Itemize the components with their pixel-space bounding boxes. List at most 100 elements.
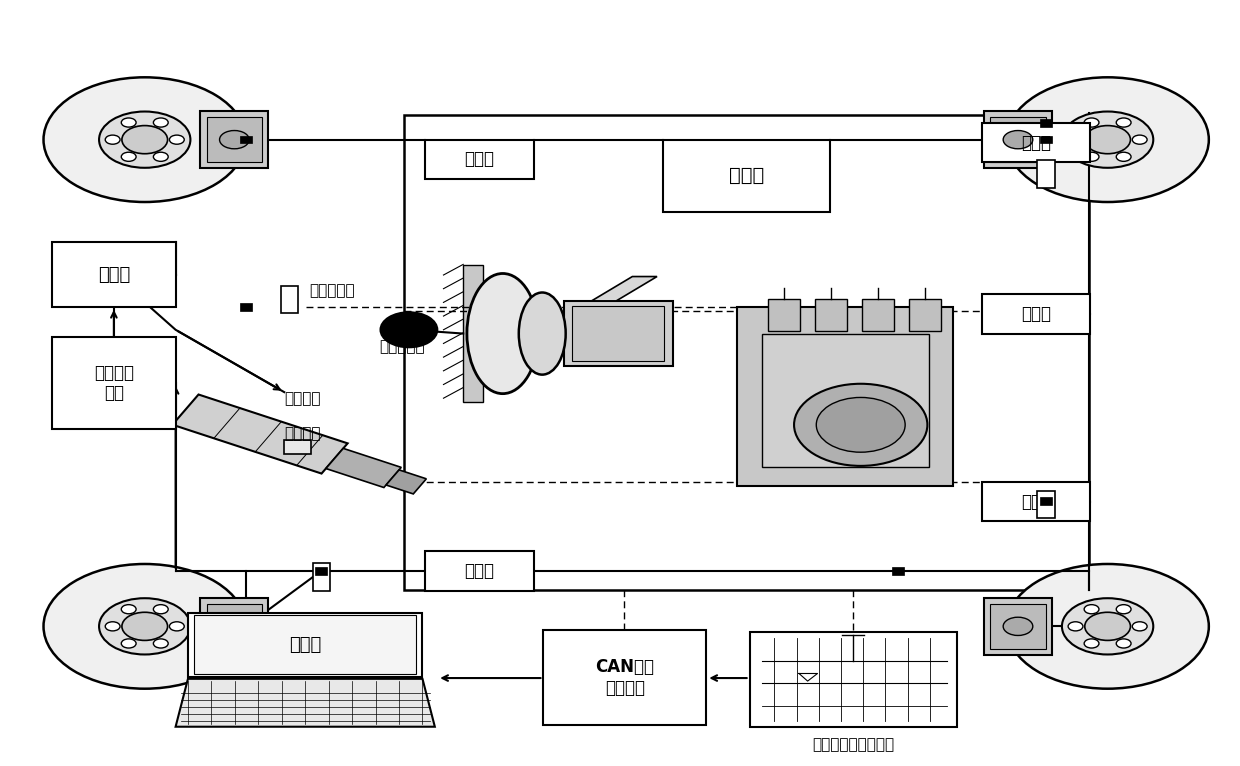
- FancyBboxPatch shape: [985, 111, 1052, 169]
- Circle shape: [219, 617, 249, 636]
- Circle shape: [1085, 612, 1131, 640]
- Circle shape: [816, 398, 905, 452]
- FancyBboxPatch shape: [207, 117, 262, 162]
- FancyBboxPatch shape: [738, 307, 954, 486]
- FancyBboxPatch shape: [52, 242, 176, 307]
- Circle shape: [1132, 622, 1147, 631]
- FancyBboxPatch shape: [982, 482, 1090, 522]
- Text: 压力传感器: 压力传感器: [309, 283, 355, 298]
- Circle shape: [1116, 604, 1131, 614]
- Circle shape: [43, 77, 246, 202]
- FancyBboxPatch shape: [195, 615, 417, 674]
- FancyBboxPatch shape: [52, 337, 176, 429]
- Text: CAN信号
采集系统: CAN信号 采集系统: [595, 658, 655, 697]
- Circle shape: [1068, 135, 1083, 144]
- Circle shape: [122, 612, 167, 640]
- FancyBboxPatch shape: [991, 117, 1045, 162]
- Circle shape: [794, 384, 928, 466]
- FancyBboxPatch shape: [239, 303, 252, 311]
- Ellipse shape: [467, 273, 538, 394]
- FancyBboxPatch shape: [663, 139, 830, 212]
- Ellipse shape: [518, 293, 565, 375]
- Circle shape: [154, 604, 169, 614]
- FancyBboxPatch shape: [207, 604, 262, 649]
- Polygon shape: [172, 394, 347, 473]
- Text: 角度传感器: 角度传感器: [379, 339, 425, 354]
- Circle shape: [1007, 564, 1209, 689]
- FancyBboxPatch shape: [1037, 491, 1054, 519]
- Text: 节流阀: 节流阀: [464, 150, 495, 169]
- Text: 节流阀: 节流阀: [1021, 134, 1052, 152]
- FancyBboxPatch shape: [315, 567, 327, 574]
- Text: 传感器信号采集电路: 传感器信号采集电路: [812, 738, 894, 752]
- Polygon shape: [176, 679, 435, 727]
- FancyBboxPatch shape: [1039, 119, 1052, 126]
- FancyBboxPatch shape: [1037, 160, 1054, 188]
- Circle shape: [105, 135, 120, 144]
- Polygon shape: [326, 448, 402, 487]
- FancyBboxPatch shape: [239, 136, 252, 143]
- FancyBboxPatch shape: [761, 333, 929, 466]
- Text: 节流阀: 节流阀: [1021, 493, 1052, 511]
- Circle shape: [1084, 604, 1099, 614]
- Circle shape: [43, 564, 246, 689]
- Circle shape: [1068, 622, 1083, 631]
- Circle shape: [122, 604, 136, 614]
- Circle shape: [99, 598, 191, 654]
- Polygon shape: [386, 470, 427, 494]
- Circle shape: [1085, 126, 1131, 154]
- FancyBboxPatch shape: [815, 300, 847, 331]
- FancyBboxPatch shape: [1039, 497, 1052, 505]
- FancyBboxPatch shape: [862, 300, 894, 331]
- FancyBboxPatch shape: [985, 597, 1052, 655]
- FancyBboxPatch shape: [1039, 136, 1052, 143]
- Circle shape: [1116, 639, 1131, 648]
- Text: 节流阀: 节流阀: [464, 561, 495, 580]
- FancyBboxPatch shape: [982, 294, 1090, 333]
- FancyBboxPatch shape: [201, 597, 268, 655]
- Circle shape: [1084, 639, 1099, 648]
- Circle shape: [1116, 152, 1131, 162]
- Circle shape: [122, 152, 136, 162]
- Text: 力传感器: 力传感器: [284, 427, 321, 441]
- Text: 驱动器: 驱动器: [98, 266, 130, 283]
- Text: 节流阀: 节流阀: [1021, 305, 1052, 322]
- FancyBboxPatch shape: [543, 630, 707, 725]
- FancyBboxPatch shape: [564, 301, 673, 365]
- Text: 伺服电缸: 伺服电缸: [284, 391, 321, 406]
- Circle shape: [1061, 598, 1153, 654]
- Circle shape: [1132, 135, 1147, 144]
- Circle shape: [1003, 130, 1033, 149]
- Circle shape: [1007, 77, 1209, 202]
- FancyBboxPatch shape: [312, 563, 330, 591]
- FancyBboxPatch shape: [284, 440, 311, 453]
- FancyBboxPatch shape: [425, 551, 533, 591]
- Circle shape: [154, 118, 169, 127]
- FancyBboxPatch shape: [425, 139, 533, 179]
- Circle shape: [170, 622, 185, 631]
- FancyBboxPatch shape: [572, 306, 665, 361]
- Polygon shape: [591, 277, 657, 301]
- Text: 真空泵: 真空泵: [729, 166, 764, 185]
- Circle shape: [154, 639, 169, 648]
- FancyBboxPatch shape: [909, 300, 941, 331]
- Circle shape: [1084, 152, 1099, 162]
- Circle shape: [170, 135, 185, 144]
- FancyBboxPatch shape: [201, 111, 268, 169]
- Circle shape: [122, 118, 136, 127]
- Text: 上位机: 上位机: [289, 636, 321, 653]
- FancyBboxPatch shape: [750, 632, 957, 727]
- Circle shape: [122, 639, 136, 648]
- FancyBboxPatch shape: [768, 300, 800, 331]
- Circle shape: [381, 313, 438, 347]
- Circle shape: [219, 130, 249, 149]
- FancyBboxPatch shape: [982, 123, 1090, 162]
- Text: 模拟量采
集卡: 模拟量采 集卡: [94, 364, 134, 402]
- Circle shape: [1116, 118, 1131, 127]
- FancyBboxPatch shape: [464, 265, 482, 402]
- Circle shape: [122, 126, 167, 154]
- Circle shape: [1084, 118, 1099, 127]
- Circle shape: [1061, 112, 1153, 168]
- FancyBboxPatch shape: [188, 613, 423, 676]
- Circle shape: [1003, 617, 1033, 636]
